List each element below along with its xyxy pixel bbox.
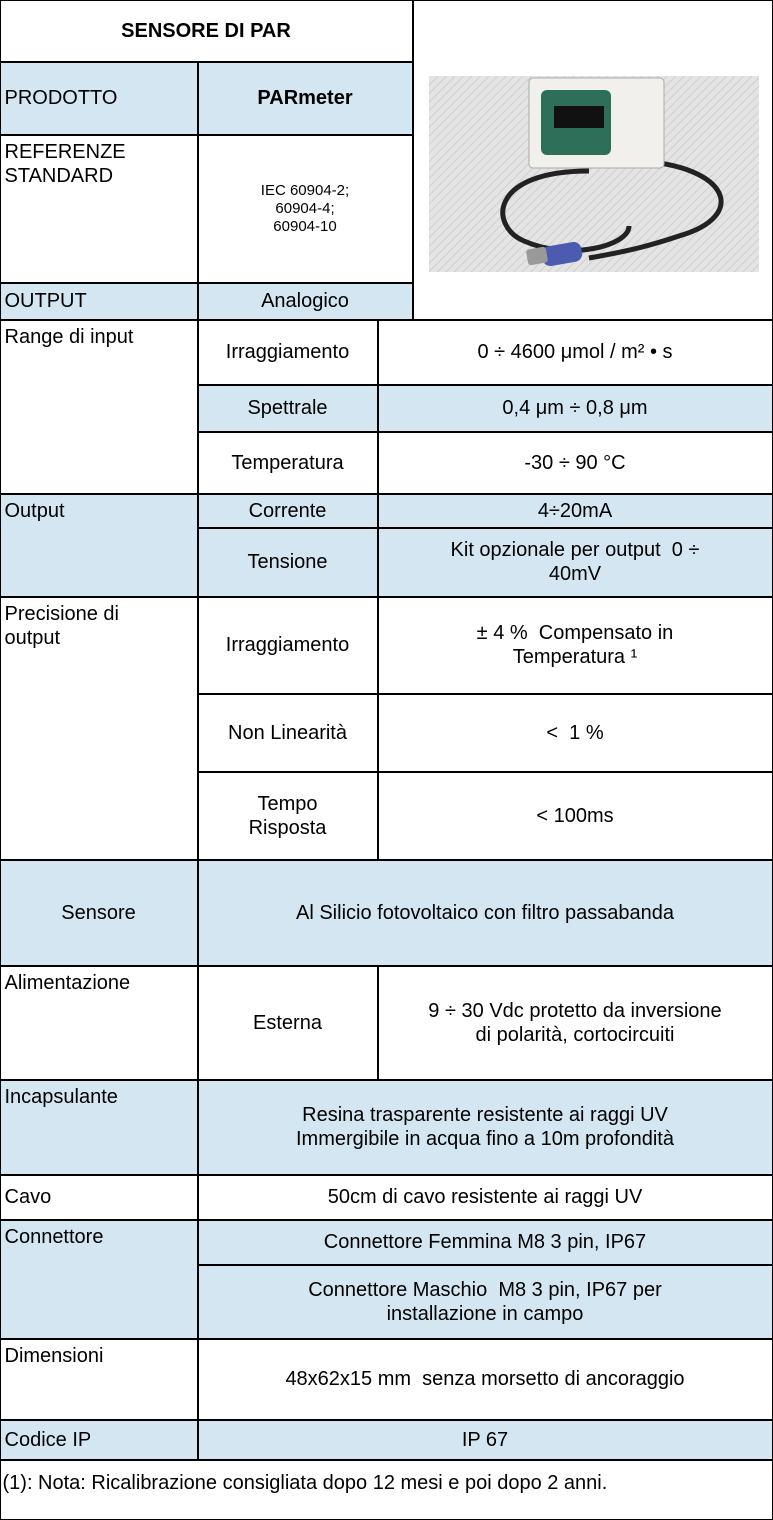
table-cell: PRODOTTO bbox=[0, 61, 198, 135]
table-cell: Sensore bbox=[0, 859, 198, 966]
table-cell: Resina trasparente resistente ai raggi U… bbox=[197, 1079, 773, 1175]
table-cell: Output bbox=[0, 493, 198, 597]
cell-line: 9 ÷ 30 Vdc protetto da inversione bbox=[428, 999, 722, 1022]
table-cell: 0 ÷ 4600 μmol / m² • s bbox=[377, 319, 773, 385]
table-cell: Spettrale bbox=[197, 384, 378, 432]
table-cell: -30 ÷ 90 °C bbox=[377, 431, 773, 494]
table-cell: 48x62x15 mm senza morsetto di ancoraggio bbox=[197, 1338, 773, 1420]
cell-line: 40mV bbox=[548, 563, 602, 585]
table-cell: Temperatura bbox=[197, 431, 378, 494]
table-cell: Connettore Maschio M8 3 pin, IP67 per ins… bbox=[197, 1264, 773, 1339]
product-photo bbox=[428, 75, 759, 272]
table-cell: Range di input bbox=[0, 319, 198, 494]
table-cell: OUTPUT bbox=[0, 282, 198, 320]
table-cell: Non Linearità bbox=[197, 693, 378, 772]
cell-line: Connettore Maschio M8 3 pin, IP67 per bbox=[308, 1278, 662, 1301]
table-cell: Corrente bbox=[197, 493, 378, 528]
cell-line: Precisione di bbox=[4, 602, 120, 625]
table-cell: REFERENZE STANDARD bbox=[0, 134, 198, 283]
table-cell: Irraggiamento bbox=[197, 319, 378, 385]
cell-line: Immergibile in acqua fino a 10m profondi… bbox=[296, 1128, 674, 1150]
cell-line: Risposta bbox=[248, 816, 327, 839]
table-cell: 4÷20mA bbox=[377, 493, 773, 528]
table-cell: ± 4 % Compensato in Temperatura ¹ bbox=[377, 596, 773, 694]
image-cell bbox=[412, 0, 773, 320]
cell-line: Resina trasparente resistente ai raggi U… bbox=[302, 1104, 668, 1126]
table-cell: Connettore bbox=[0, 1219, 198, 1339]
table-cell: IEC 60904-2; 60904-4; 60904-10 bbox=[197, 134, 413, 283]
table-cell: 9 ÷ 30 Vdc protetto da inversione di pola… bbox=[377, 965, 773, 1080]
table-cell: < 100ms bbox=[377, 771, 773, 860]
table-cell: 50cm di cavo resistente ai raggi UV bbox=[197, 1174, 773, 1220]
table-cell: 0,4 μm ÷ 0,8 μm bbox=[377, 384, 773, 432]
table-cell: Precisione di output bbox=[0, 596, 198, 860]
cell-line: ± 4 % Compensato in bbox=[476, 622, 674, 644]
cell-line: Temperatura ¹ bbox=[512, 646, 638, 668]
cell-line: Kit opzionale per output 0 ÷ bbox=[450, 539, 700, 561]
footnote: (1): Nota: Ricalibrazione consigliata do… bbox=[0, 1459, 773, 1520]
table-cell: Irraggiamento bbox=[197, 596, 378, 694]
cell-line: REFERENZE bbox=[4, 140, 126, 163]
cell-line: 60904-4; bbox=[275, 199, 335, 217]
table-cell: Codice IP bbox=[0, 1419, 198, 1460]
cell-line: 60904-10 bbox=[273, 217, 337, 235]
table-cell: Kit opzionale per output 0 ÷ 40mV bbox=[377, 527, 773, 597]
table-cell: Dimensioni bbox=[0, 1338, 198, 1420]
table-cell: < 1 % bbox=[377, 693, 773, 772]
table-cell: IP 67 bbox=[197, 1419, 773, 1460]
table-cell: Incapsulante bbox=[0, 1079, 198, 1175]
table-cell: Alimentazione bbox=[0, 965, 198, 1080]
cell-line: Tempo bbox=[257, 792, 318, 815]
cell-line: di polarità, cortocircuiti bbox=[475, 1023, 675, 1046]
table-cell: Cavo bbox=[0, 1174, 198, 1220]
cell-line: installazione in campo bbox=[386, 1302, 584, 1325]
table-cell: Tempo Risposta bbox=[197, 771, 378, 860]
table-cell: Analogico bbox=[197, 282, 413, 320]
table-cell: Esterna bbox=[197, 965, 378, 1080]
table-cell: Tensione bbox=[197, 527, 378, 597]
table-cell: SENSORE DI PAR bbox=[0, 0, 413, 62]
table-cell: PARmeter bbox=[197, 61, 413, 135]
cell-line: IEC 60904-2; bbox=[260, 181, 350, 199]
table-cell: Connettore Femmina M8 3 pin, IP67 bbox=[197, 1219, 773, 1265]
table-cell: Al Silicio fotovoltaico con filtro passa… bbox=[197, 859, 773, 966]
cell-line: STANDARD bbox=[4, 164, 114, 187]
cell-line: output bbox=[4, 626, 61, 649]
